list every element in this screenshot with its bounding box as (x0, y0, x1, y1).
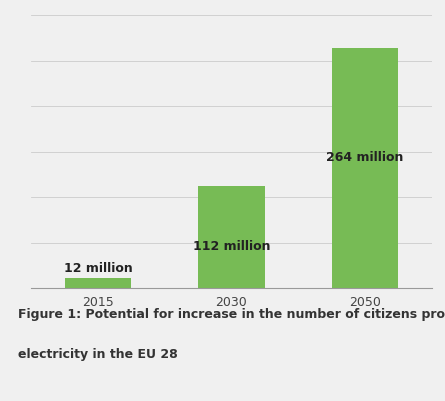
Bar (198, 187, 265, 289)
Text: electricity in the EU 28: electricity in the EU 28 (18, 347, 178, 360)
Text: 12 million: 12 million (64, 261, 132, 274)
Bar (332, 49, 398, 289)
Bar (65, 278, 131, 289)
Text: 112 million: 112 million (193, 239, 270, 253)
Text: Figure 1: Potential for increase in the number of citizens producing: Figure 1: Potential for increase in the … (18, 307, 445, 320)
Text: 264 million: 264 million (326, 150, 404, 163)
